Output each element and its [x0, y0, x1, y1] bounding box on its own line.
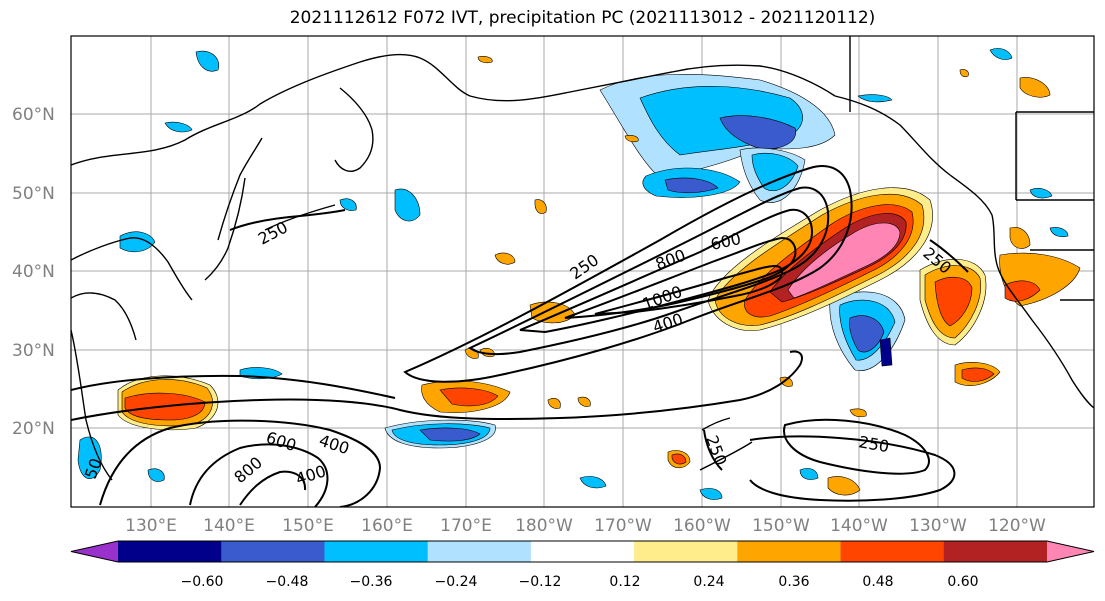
negative-precip-shading — [77, 48, 1069, 500]
colorbar-outline — [70, 540, 1095, 563]
map-title: 2021112612 F072 IVT, precipitation PC (2… — [289, 8, 876, 28]
colorbar-segment — [943, 541, 1048, 562]
latitude-labels: 60°N 50°N 40°N 30°N 20°N — [12, 105, 55, 439]
lon-label: 180°W — [515, 516, 573, 536]
colorbar-tick-label: −0.24 — [435, 574, 478, 590]
colorbar-segment — [324, 541, 429, 562]
lat-label: 50°N — [12, 184, 55, 204]
lon-label: 120°W — [988, 516, 1046, 536]
colorbar-segment — [427, 541, 532, 562]
lat-label: 60°N — [12, 105, 55, 125]
colorbar-tick-label: −0.60 — [181, 574, 224, 590]
lon-label: 140°W — [830, 516, 888, 536]
lat-label: 30°N — [12, 341, 55, 361]
lat-label: 20°N — [12, 419, 55, 439]
map-frame — [70, 35, 1095, 508]
colorbar-tick-labels: −0.60 −0.48 −0.36 −0.24 −0.12 0.12 0.24 … — [181, 574, 979, 590]
colorbar-segment — [840, 541, 945, 562]
positive-precip-shading — [117, 56, 1081, 496]
colorbar-tick-label: −0.36 — [350, 574, 393, 590]
colorbar-tick-label: −0.48 — [266, 574, 309, 590]
lon-label: 130°E — [125, 516, 177, 536]
colorbar-segment — [634, 541, 738, 562]
colorbar-min-extend — [71, 541, 118, 562]
colorbar-max-extend — [1047, 541, 1094, 562]
lat-label: 40°N — [12, 262, 55, 282]
longitude-labels: 130°E 140°E 150°E 160°E 170°E 180°W 170°… — [125, 516, 1046, 536]
lon-label: 130°W — [909, 516, 967, 536]
colorbar-tick-label: 0.48 — [862, 574, 893, 590]
colorbar-tick-label: −0.12 — [519, 574, 562, 590]
colorbar-segment — [530, 541, 635, 562]
colorbar-tick-label: 0.24 — [693, 574, 724, 590]
colorbar — [70, 540, 1095, 563]
colorbar-tick-label: 0.36 — [778, 574, 809, 590]
lon-label: 160°E — [361, 516, 413, 536]
lon-label: 170°W — [594, 516, 652, 536]
lon-label: 160°W — [673, 516, 731, 536]
ivt-contours — [71, 165, 969, 507]
graticule — [71, 36, 1094, 507]
lon-label: 150°E — [282, 516, 334, 536]
colorbar-tick-label: 0.12 — [609, 574, 640, 590]
lon-label: 150°W — [752, 516, 810, 536]
colorbar-tick-label: 0.60 — [947, 574, 978, 590]
colorbar-segment — [118, 541, 222, 562]
colorbar-segment — [221, 541, 325, 562]
colorbar-segment — [737, 541, 842, 562]
lon-label: 170°E — [440, 516, 492, 536]
coastlines — [71, 36, 1094, 481]
lon-label: 140°E — [203, 516, 255, 536]
